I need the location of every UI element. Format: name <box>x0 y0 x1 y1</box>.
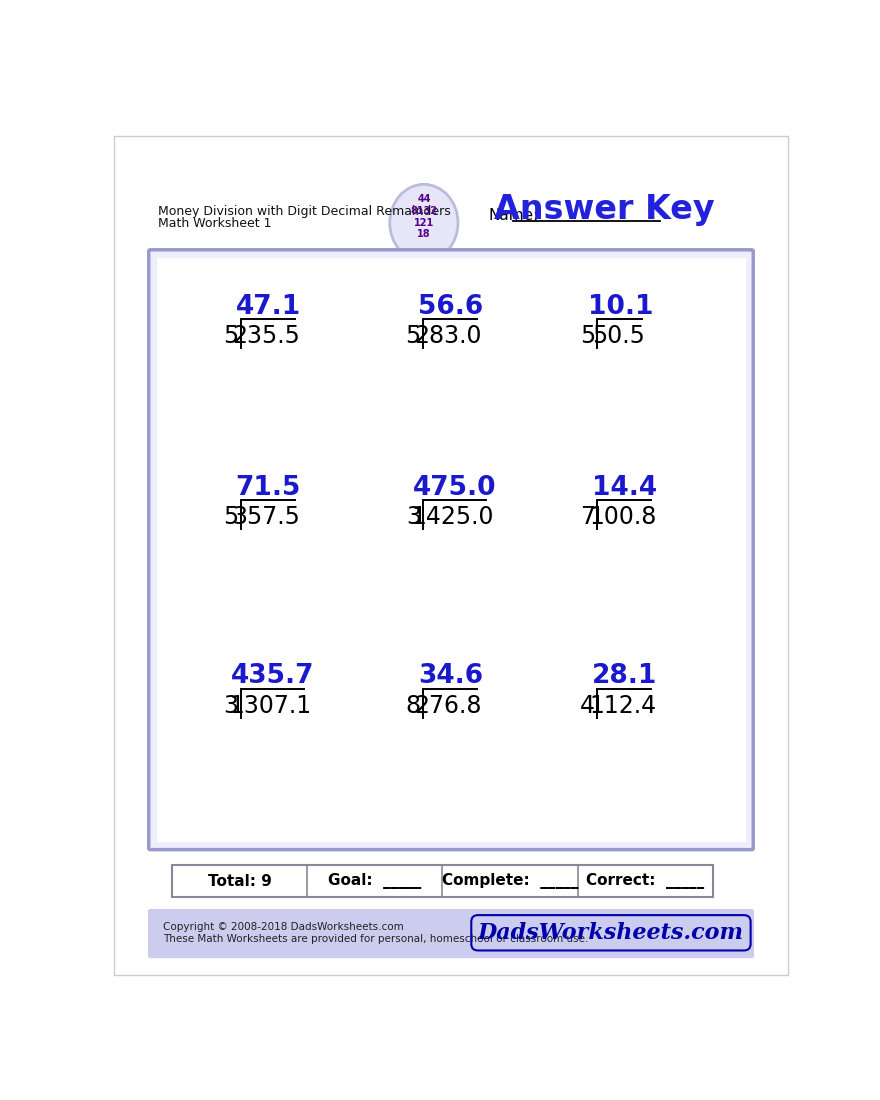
Text: 28.1: 28.1 <box>592 663 657 690</box>
Text: 3: 3 <box>224 694 238 717</box>
Text: 435.7: 435.7 <box>231 663 314 690</box>
Text: Goal:  _____: Goal: _____ <box>328 873 422 889</box>
Text: 235.5: 235.5 <box>232 324 300 348</box>
Text: 1425.0: 1425.0 <box>412 505 495 529</box>
Text: 5: 5 <box>580 324 595 348</box>
Text: Math Worksheet 1: Math Worksheet 1 <box>158 217 272 230</box>
Text: 71.5: 71.5 <box>236 475 301 500</box>
Text: 47.1: 47.1 <box>236 294 301 320</box>
Text: Answer Key: Answer Key <box>494 192 715 226</box>
Text: Copyright © 2008-2018 DadsWorksheets.com: Copyright © 2008-2018 DadsWorksheets.com <box>163 922 403 932</box>
Text: 276.8: 276.8 <box>414 694 482 717</box>
Text: These Math Worksheets are provided for personal, homeschool or classroom use.: These Math Worksheets are provided for p… <box>163 934 588 944</box>
Text: Correct:  _____: Correct: _____ <box>586 873 704 889</box>
Text: Complete:  _____: Complete: _____ <box>442 873 578 889</box>
FancyBboxPatch shape <box>149 250 753 849</box>
Text: DadsWorksheets.com: DadsWorksheets.com <box>478 922 744 944</box>
Text: 56.6: 56.6 <box>418 294 483 320</box>
Text: 10.1: 10.1 <box>588 294 653 320</box>
Text: 34.6: 34.6 <box>418 663 483 690</box>
Text: 14.4: 14.4 <box>592 475 657 500</box>
Text: 5: 5 <box>224 324 238 348</box>
Text: 8: 8 <box>406 694 421 717</box>
Text: 1307.1: 1307.1 <box>230 694 312 717</box>
Text: Name:: Name: <box>488 208 539 222</box>
Text: 5: 5 <box>224 505 238 529</box>
Text: 283.0: 283.0 <box>414 324 482 348</box>
FancyBboxPatch shape <box>157 257 745 842</box>
Text: 4: 4 <box>580 694 595 717</box>
Text: 50.5: 50.5 <box>592 324 645 348</box>
Text: 5: 5 <box>406 324 421 348</box>
Bar <box>172 865 713 898</box>
Text: 475.0: 475.0 <box>413 475 496 500</box>
Text: 357.5: 357.5 <box>232 505 300 529</box>
Ellipse shape <box>390 185 458 262</box>
Text: Total: 9: Total: 9 <box>208 873 272 889</box>
Text: 7: 7 <box>580 505 595 529</box>
Text: 100.8: 100.8 <box>590 505 656 529</box>
FancyBboxPatch shape <box>148 909 754 958</box>
Text: 44
8132
121
18: 44 8132 121 18 <box>410 195 437 239</box>
Text: Money Division with Digit Decimal Remainders: Money Division with Digit Decimal Remain… <box>158 205 451 218</box>
Text: 3: 3 <box>406 505 421 529</box>
Text: 112.4: 112.4 <box>590 694 656 717</box>
